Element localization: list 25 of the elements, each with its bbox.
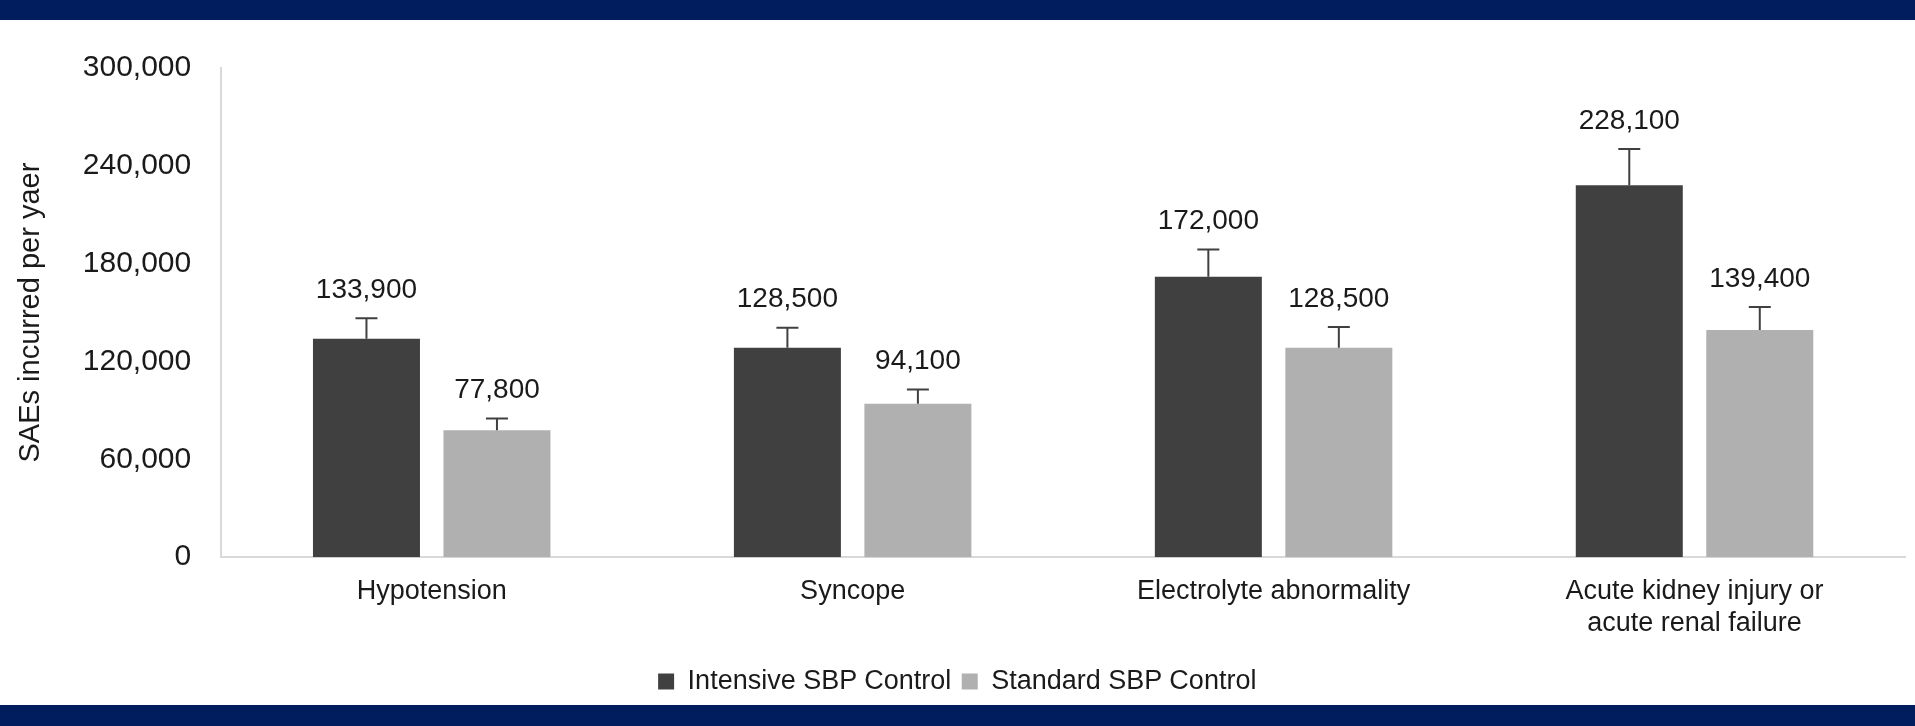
x-tick-label: Hypotension xyxy=(356,574,507,605)
y-tick-label: 60,000 xyxy=(99,440,192,474)
x-tick-label: Acute kidney injury or acute renal failure xyxy=(1565,574,1824,638)
y-tick-label: 180,000 xyxy=(82,244,192,278)
data-label: 94,100 xyxy=(875,344,961,376)
data-label: 139,400 xyxy=(1709,261,1811,293)
data-label: 128,500 xyxy=(1288,281,1390,313)
bar xyxy=(1706,329,1814,558)
y-tick-label: 240,000 xyxy=(82,147,192,181)
bar xyxy=(864,403,972,558)
bar xyxy=(443,430,551,558)
y-tick-label: 0 xyxy=(174,538,192,572)
y-axis-title: SAEs incurred per yaer xyxy=(13,162,46,463)
data-label: 172,000 xyxy=(1157,204,1259,236)
legend-label: Standard SBP Control xyxy=(991,664,1257,695)
y-tick-label: 300,000 xyxy=(82,49,192,83)
data-label: 228,100 xyxy=(1578,103,1680,135)
x-tick-label: Syncope xyxy=(800,574,906,605)
y-tick-label: 120,000 xyxy=(82,342,192,376)
data-label: 133,900 xyxy=(315,273,418,305)
legend-label: Intensive SBP Control xyxy=(687,664,952,695)
data-label: 128,500 xyxy=(736,282,839,314)
data-label: 77,800 xyxy=(454,373,540,405)
bar xyxy=(1285,347,1393,558)
x-tick-label: Electrolyte abnormality xyxy=(1137,574,1411,605)
